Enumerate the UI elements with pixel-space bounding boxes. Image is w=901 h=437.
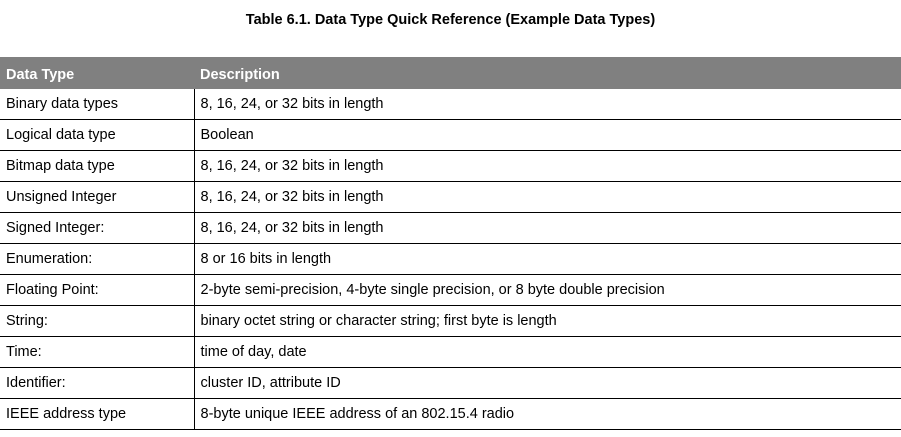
table-row: Binary data types 8, 16, 24, or 32 bits …	[0, 89, 901, 120]
data-type-cell: Unsigned Integer	[0, 181, 194, 213]
data-type-table: Data Type Description Binary data types …	[0, 57, 901, 430]
table-row: Identifier: cluster ID, attribute ID	[0, 367, 901, 399]
table-row: String: binary octet string or character…	[0, 305, 901, 337]
table-row: Floating Point: 2-byte semi-precision, 4…	[0, 274, 901, 306]
table-caption: Table 6.1. Data Type Quick Reference (Ex…	[245, 12, 656, 28]
column-header-data-type: Data Type	[0, 57, 194, 89]
data-type-cell: Floating Point:	[0, 274, 194, 306]
data-type-cell: String:	[0, 305, 194, 337]
table-row: Signed Integer: 8, 16, 24, or 32 bits in…	[0, 212, 901, 244]
table-row: Enumeration: 8 or 16 bits in length	[0, 243, 901, 275]
description-cell: 8 or 16 bits in length	[193, 243, 901, 275]
table-row: Bitmap data type 8, 16, 24, or 32 bits i…	[0, 150, 901, 182]
data-type-cell: Bitmap data type	[0, 150, 194, 182]
data-type-cell: Identifier:	[0, 367, 194, 399]
data-type-cell: IEEE address type	[0, 398, 194, 430]
data-type-cell: Time:	[0, 336, 194, 368]
table-row: Time: time of day, date	[0, 336, 901, 368]
description-cell: 8, 16, 24, or 32 bits in length	[193, 212, 901, 244]
description-cell: 8, 16, 24, or 32 bits in length	[193, 89, 901, 120]
description-cell: binary octet string or character string;…	[193, 305, 901, 337]
description-cell: cluster ID, attribute ID	[193, 367, 901, 399]
data-type-cell: Logical data type	[0, 119, 194, 151]
data-type-cell: Enumeration:	[0, 243, 194, 275]
table-row: Unsigned Integer 8, 16, 24, or 32 bits i…	[0, 181, 901, 213]
description-cell: Boolean	[193, 119, 901, 151]
description-cell: 2-byte semi-precision, 4-byte single pre…	[193, 274, 901, 306]
table-row: IEEE address type 8-byte unique IEEE add…	[0, 398, 901, 430]
data-type-cell: Binary data types	[0, 89, 194, 120]
description-cell: 8, 16, 24, or 32 bits in length	[193, 181, 901, 213]
column-header-description: Description	[194, 57, 901, 89]
description-cell: time of day, date	[193, 336, 901, 368]
data-type-cell: Signed Integer:	[0, 212, 194, 244]
description-cell: 8-byte unique IEEE address of an 802.15.…	[193, 398, 901, 430]
description-cell: 8, 16, 24, or 32 bits in length	[193, 150, 901, 182]
table-row: Logical data type Boolean	[0, 119, 901, 151]
table-header-row: Data Type Description	[0, 57, 901, 89]
